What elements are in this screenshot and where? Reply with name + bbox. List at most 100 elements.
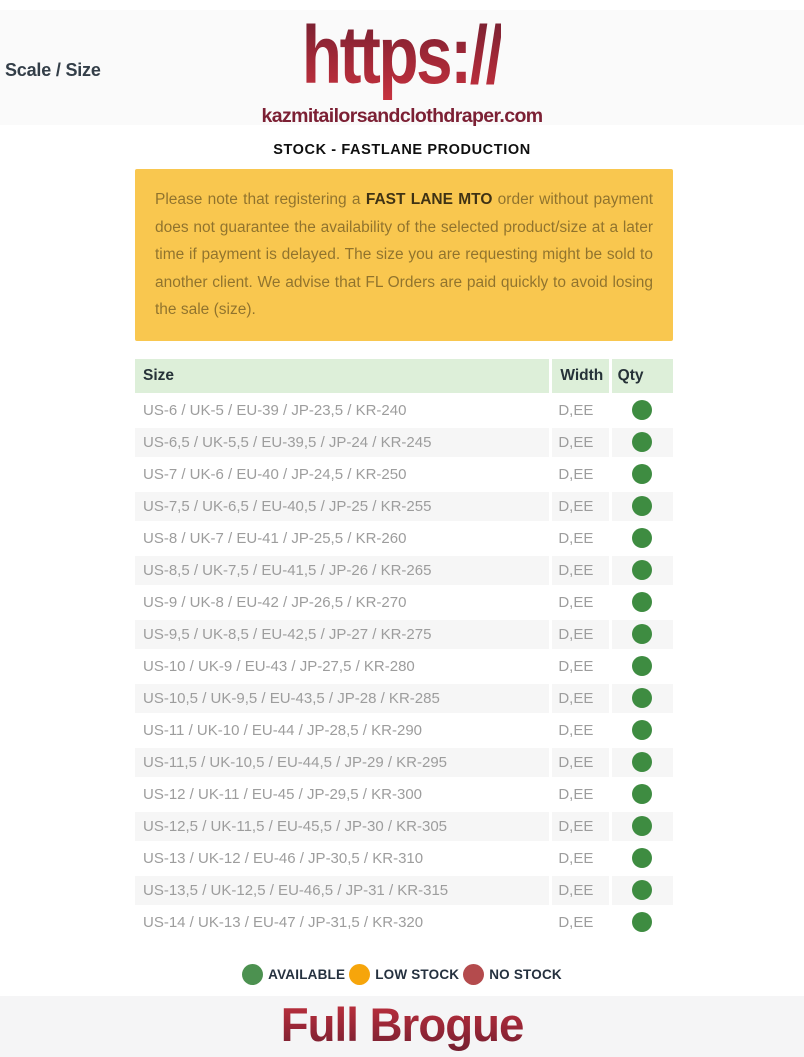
table-row: US-10 / UK-9 / EU-43 / JP-27,5 / KR-280 D… [135,651,673,681]
top-strip [0,0,804,10]
legend-item: LOW STOCK [349,963,460,985]
logo-https-text: https:// [302,10,504,101]
table-row: US-12,5 / UK-11,5 / EU-45,5 / JP-30 / KR… [135,811,673,841]
legend-status-dot [463,963,485,985]
width-cell: D,EE [552,395,609,425]
qty-cell [611,779,673,809]
column-header-qty: Qty [611,358,673,393]
stock-status-dot [632,560,653,581]
site-logo: https:// kazmitailorsandclothdraper.com [0,10,804,127]
legend-label: AVAILABLE [268,966,346,982]
table-row: US-11,5 / UK-10,5 / EU-44,5 / JP-29 / KR… [135,747,673,777]
legend-label: LOW STOCK [375,966,460,982]
size-cell: US-9,5 / UK-8,5 / EU-42,5 / JP-27 / KR-2… [135,619,550,649]
qty-cell [611,811,673,841]
stock-status-dot [632,816,653,837]
stock-status-dot [632,752,653,773]
table-row: US-7,5 / UK-6,5 / EU-40,5 / JP-25 / KR-2… [135,491,673,521]
qty-cell [611,907,673,937]
size-cell: US-14 / UK-13 / EU-47 / JP-31,5 / KR-320 [135,907,550,937]
legend-item: AVAILABLE [242,963,346,985]
header-row: Size Width Qty [135,358,673,393]
notice-box: Please note that registering a FAST LANE… [135,169,673,341]
product-name: Full Brogue [281,996,525,1054]
stock-status-dot [632,432,653,453]
logo-domain-text: kazmitailorsandclothdraper.com [261,105,543,127]
width-cell: D,EE [552,427,609,457]
stock-status-dot [632,592,653,613]
table-row: US-13 / UK-12 / EU-46 / JP-30,5 / KR-310… [135,843,673,873]
table-row: US-8 / UK-7 / EU-41 / JP-25,5 / KR-260 D,… [135,523,673,553]
stock-status-dot [632,784,653,805]
qty-cell [611,523,673,553]
size-cell: US-7 / UK-6 / EU-40 / JP-24,5 / KR-250 [135,459,550,489]
header-band: Scale / Size https:// kazmitailorsandclo… [0,10,804,127]
qty-cell [611,395,673,425]
qty-cell [611,843,673,873]
width-cell: D,EE [552,811,609,841]
width-cell: D,EE [552,875,609,905]
table-row: US-14 / UK-13 / EU-47 / JP-31,5 / KR-320… [135,907,673,937]
width-cell: D,EE [552,619,609,649]
table-row: US-8,5 / UK-7,5 / EU-41,5 / JP-26 / KR-2… [135,555,673,585]
width-cell: D,EE [552,651,609,681]
notice-bold-text: FAST LANE MTO [365,191,493,208]
stock-status-dot [632,720,653,741]
size-cell: US-6,5 / UK-5,5 / EU-39,5 / JP-24 / KR-2… [135,427,550,457]
qty-cell [611,651,673,681]
column-header-size: Size [135,358,550,393]
notice-text-before: Please note that registering a [155,191,366,208]
stock-section-heading: STOCK - FASTLANE PRODUCTION [273,142,531,158]
size-cell: US-10,5 / UK-9,5 / EU-43,5 / JP-28 / KR-… [135,683,550,713]
qty-cell [611,555,673,585]
stock-status-dot [632,496,653,517]
table-row: US-9 / UK-8 / EU-42 / JP-26,5 / KR-270 D,… [135,587,673,617]
table-row: US-12 / UK-11 / EU-45 / JP-29,5 / KR-300… [135,779,673,809]
table-row: US-6 / UK-5 / EU-39 / JP-23,5 / KR-240 D,… [135,395,673,425]
size-table: Size Width Qty US-6 / UK-5 / EU-39 / JP-… [132,356,676,940]
stock-status-dot [632,528,653,549]
footer-band: Full Brogue [0,995,804,1057]
notice-text: Please note that registering a FAST LANE… [155,186,653,324]
width-cell: D,EE [552,555,609,585]
width-cell: D,EE [552,587,609,617]
size-cell: US-9 / UK-8 / EU-42 / JP-26,5 / KR-270 [135,587,550,617]
width-cell: D,EE [552,907,609,937]
qty-cell [611,427,673,457]
stock-status-dot [632,880,653,901]
table-row: US-11 / UK-10 / EU-44 / JP-28,5 / KR-290… [135,715,673,745]
width-cell: D,EE [552,779,609,809]
legend-status-dot [349,963,371,985]
size-cell: US-7,5 / UK-6,5 / EU-40,5 / JP-25 / KR-2… [135,491,550,521]
size-cell: US-11 / UK-10 / EU-44 / JP-28,5 / KR-290 [135,715,550,745]
stock-status-dot [632,624,653,645]
table-row: US-7 / UK-6 / EU-40 / JP-24,5 / KR-250 D,… [135,459,673,489]
width-cell: D,EE [552,843,609,873]
stock-status-dot [632,656,653,677]
size-cell: US-11,5 / UK-10,5 / EU-44,5 / JP-29 / KR… [135,747,550,777]
qty-cell [611,491,673,521]
table-row: US-6,5 / UK-5,5 / EU-39,5 / JP-24 / KR-2… [135,427,673,457]
qty-cell [611,715,673,745]
stock-legend: AVAILABLE LOW STOCK NO STOCK [0,963,804,988]
qty-cell [611,619,673,649]
table-row: US-9,5 / UK-8,5 / EU-42,5 / JP-27 / KR-2… [135,619,673,649]
size-table-body: US-6 / UK-5 / EU-39 / JP-23,5 / KR-240 D,… [135,395,673,937]
width-cell: D,EE [552,523,609,553]
table-row: US-13,5 / UK-12,5 / EU-46,5 / JP-31 / KR… [135,875,673,905]
column-header-width: Width [552,358,609,393]
width-cell: D,EE [552,715,609,745]
width-cell: D,EE [552,491,609,521]
size-cell: US-13,5 / UK-12,5 / EU-46,5 / JP-31 / KR… [135,875,550,905]
size-cell: US-6 / UK-5 / EU-39 / JP-23,5 / KR-240 [135,395,550,425]
table-row: US-10,5 / UK-9,5 / EU-43,5 / JP-28 / KR-… [135,683,673,713]
width-cell: D,EE [552,459,609,489]
stock-status-dot [632,688,653,709]
notice-text-after: order without payment does not guarantee… [155,191,653,319]
width-cell: D,EE [552,683,609,713]
width-cell: D,EE [552,747,609,777]
page-title: Scale / Size [5,60,101,80]
legend-item: NO STOCK [463,963,562,985]
qty-cell [611,587,673,617]
size-cell: US-8,5 / UK-7,5 / EU-41,5 / JP-26 / KR-2… [135,555,550,585]
